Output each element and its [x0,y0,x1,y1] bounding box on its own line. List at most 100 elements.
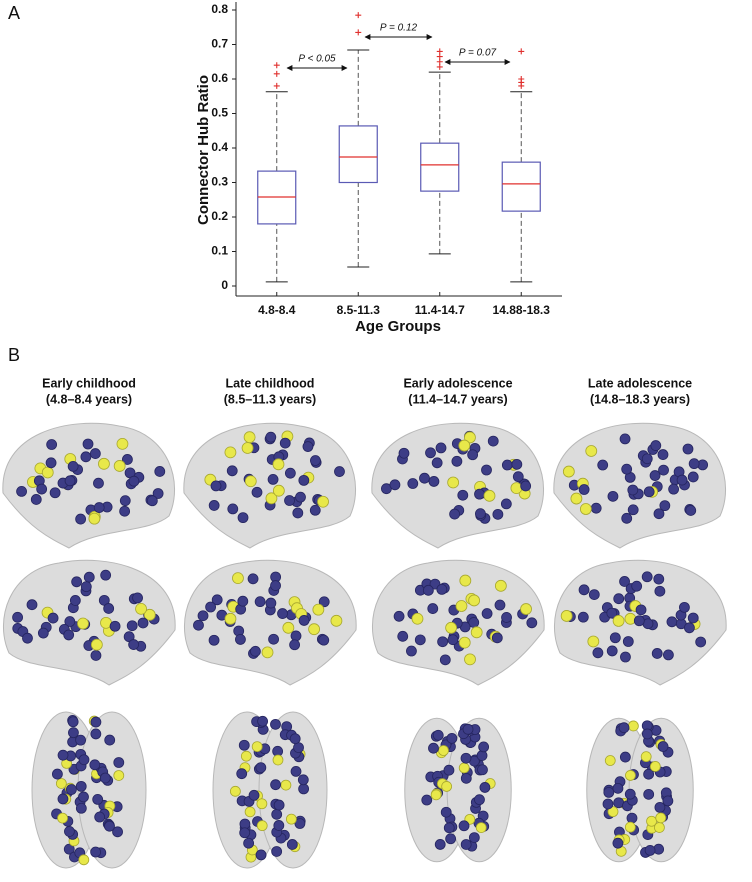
y-tick-label: 0.7 [211,37,228,51]
brain-node [308,623,321,636]
brain-node [290,630,302,642]
brain-node [447,634,459,646]
brain-node [243,431,256,444]
brain-node [609,632,621,644]
brain-node [109,620,121,632]
brain-node [468,832,480,844]
brain-node [64,616,76,627]
brain-node [668,483,680,495]
brain-node [272,484,285,497]
brain-node [440,806,452,818]
brain-node [47,612,59,624]
brain-node [389,479,401,491]
brain-node [270,779,281,791]
brain-node [398,447,410,459]
brain-node [268,633,279,645]
brain-node [277,608,288,619]
brain-node [334,466,345,477]
brain-node [511,458,523,470]
brain-node [89,448,101,459]
brain-node [302,441,314,452]
brain-node [407,478,419,489]
brain-node [685,505,697,516]
brain-node [57,749,69,761]
brain-node [641,571,653,583]
brain-node [104,820,115,832]
brain-node [578,584,590,596]
brain-node [78,791,89,803]
y-tick-label: 0.2 [211,209,228,223]
y-tick-label: 0 [221,278,228,292]
brain-views [183,422,357,869]
brain-node [657,449,669,460]
brain-node [439,654,451,666]
brain-node [430,789,442,801]
brain-node [443,822,455,834]
brain-node [57,812,68,824]
brain-node [654,822,665,833]
brain-node [75,734,87,746]
y-tick-label: 0.8 [211,2,228,16]
brain-node [603,786,615,798]
brain-node [98,457,110,470]
column-title: Early childhood [42,376,136,390]
brain-node [236,768,248,780]
column-title: Late childhood [226,376,315,390]
brain-node [620,651,631,663]
y-tick-label: 0.6 [211,71,228,85]
brain-node [458,439,471,452]
brain-node [635,604,647,616]
brain-node [256,798,268,810]
brain-node [455,600,468,612]
brain-node [688,458,700,470]
brain-node [397,630,409,642]
brain-node [643,788,655,800]
brain-node [197,610,209,622]
brain-node [428,476,440,487]
outlier [436,53,443,60]
x-tick-label: 14.88-18.3 [493,303,551,317]
brain-node [619,576,630,587]
brain-node [434,839,446,850]
brain-node [621,463,633,475]
brain-node [682,443,694,455]
brain-node [436,583,448,595]
y-tick-label: 0.1 [211,244,228,258]
brain-node [613,593,625,605]
box [420,142,460,192]
brain-node [487,435,499,447]
brain-node [458,636,471,649]
brain-node [30,494,42,505]
brain-node [154,466,166,477]
brain-node [627,484,639,496]
brain-node [66,784,77,795]
brain-node [64,826,75,837]
brain-node [237,595,249,607]
brain-node [208,500,220,511]
brain-node [122,454,133,465]
brain-node [649,470,661,481]
y-tick-label: 0.5 [211,106,228,120]
column-subtitle: (4.8–8.4 years) [46,392,132,406]
brain-node [75,802,87,814]
brain-node [285,813,297,825]
brain-node [445,621,458,634]
brain-node [22,632,33,644]
brain-node [119,505,131,517]
brain-node [261,646,274,659]
brain-node [295,491,306,503]
brain-node [69,595,81,606]
brain-node [441,781,453,792]
brain-node [330,614,343,627]
brain-node [653,508,665,520]
brain-node [146,495,158,507]
brain-node [627,504,639,516]
brain-node [457,489,469,501]
brain-node [612,615,625,627]
x-axis-title: Age Groups [355,318,441,335]
brain-node [641,453,653,465]
brain-node [470,626,483,639]
brain-node [310,455,321,466]
brain-node [445,833,457,845]
